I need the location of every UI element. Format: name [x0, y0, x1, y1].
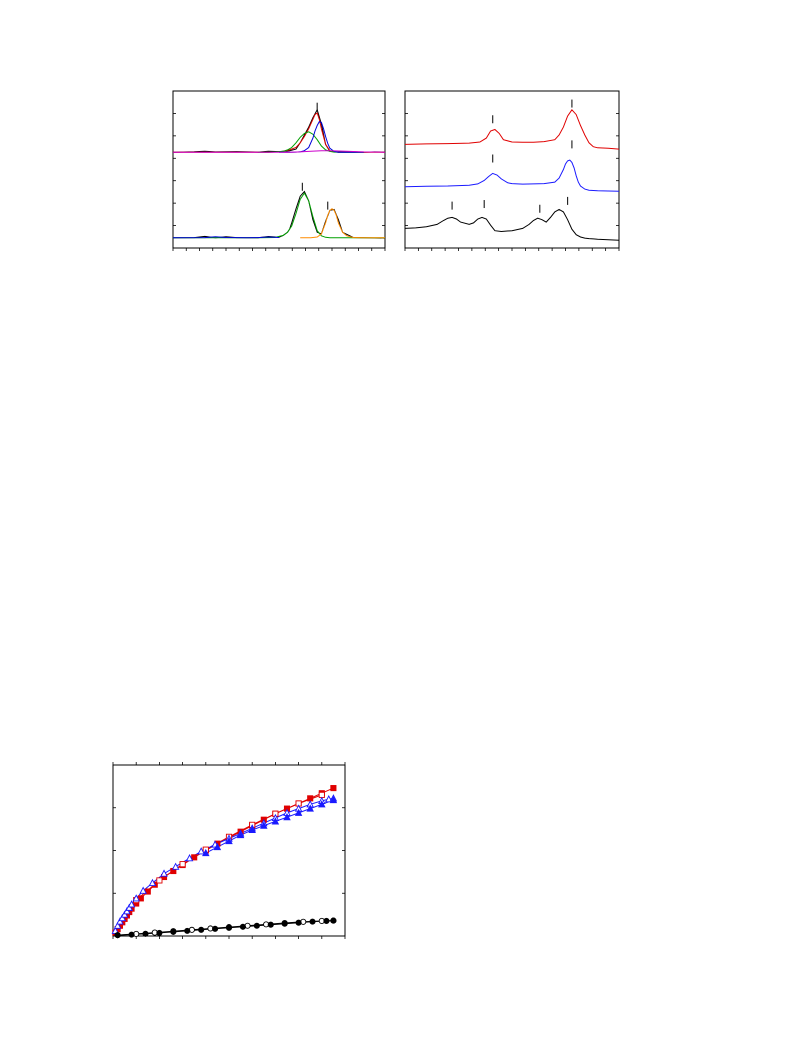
- series-0-point: [330, 785, 337, 792]
- series-5-point: [323, 917, 330, 925]
- series-2-point: [127, 900, 136, 908]
- chart-panel-bottom-left: [108, 760, 350, 944]
- series-2-point: [132, 894, 140, 902]
- series-line-2: [404, 208, 620, 241]
- series-5-point: [330, 917, 337, 924]
- series-5-point: [309, 918, 316, 925]
- series-5-point: [239, 923, 246, 930]
- series-line-1: [173, 112, 385, 153]
- series-3-point: [306, 804, 314, 812]
- series-3-point: [271, 817, 280, 825]
- series-line-7: [300, 208, 385, 239]
- series-line-0: [172, 108, 386, 153]
- series-5-point: [170, 928, 177, 935]
- series-2-point: [123, 907, 131, 915]
- series-2-point: [160, 869, 168, 877]
- series-5-point: [281, 920, 288, 927]
- series-line-4: [173, 150, 386, 153]
- series-5-point: [128, 931, 135, 938]
- series-line-8: [172, 236, 280, 239]
- series-2-point: [125, 903, 133, 911]
- series-5-point: [225, 924, 233, 931]
- series-2-point: [116, 917, 124, 925]
- series-2-point: [139, 886, 147, 894]
- series-2-point: [113, 921, 122, 929]
- series-0-point: [191, 854, 198, 861]
- series-3-point: [202, 848, 210, 857]
- series-5-point: [253, 922, 260, 929]
- series-3-point: [213, 842, 222, 851]
- series-5-point: [142, 930, 149, 937]
- series-line-3: [205, 799, 334, 854]
- series-2-point: [148, 878, 157, 887]
- series-1-point: [156, 877, 163, 884]
- series-5-point: [114, 932, 121, 939]
- chart-bottom-left: [111, 762, 346, 939]
- series-3-point: [294, 808, 303, 816]
- chart-top-left: [172, 90, 386, 251]
- series-5-point: [212, 925, 219, 932]
- plot-frame: [172, 90, 386, 249]
- series-3-point: [236, 830, 245, 839]
- series-3-point: [318, 800, 326, 808]
- series-line-2: [257, 131, 364, 153]
- series-5-point: [198, 926, 205, 933]
- series-2-point: [185, 854, 194, 862]
- series-3-point: [225, 836, 233, 845]
- series-line-0: [404, 108, 620, 150]
- series-3-point: [329, 795, 338, 804]
- series-3-point: [260, 821, 268, 829]
- series-line-2: [114, 797, 334, 932]
- series-5-point: [267, 921, 274, 928]
- series-2-point: [120, 910, 129, 918]
- series-2-point: [197, 847, 205, 855]
- plot-frame: [112, 764, 346, 937]
- series-3-point: [283, 812, 291, 821]
- series-2-point: [118, 913, 127, 922]
- series-line-1: [404, 159, 620, 192]
- series-3-point: [248, 825, 256, 834]
- series-5-point: [295, 919, 302, 926]
- series-1-point: [179, 861, 186, 868]
- chart-top-right: [404, 90, 620, 251]
- chart-panel-top-right: [402, 88, 624, 256]
- series-2-point: [171, 862, 180, 870]
- chart-panel-top-left: [170, 88, 390, 256]
- series-5-point: [184, 927, 191, 934]
- series-line-6: [173, 192, 385, 239]
- series-line-5: [172, 190, 386, 239]
- series-5-point: [156, 929, 163, 936]
